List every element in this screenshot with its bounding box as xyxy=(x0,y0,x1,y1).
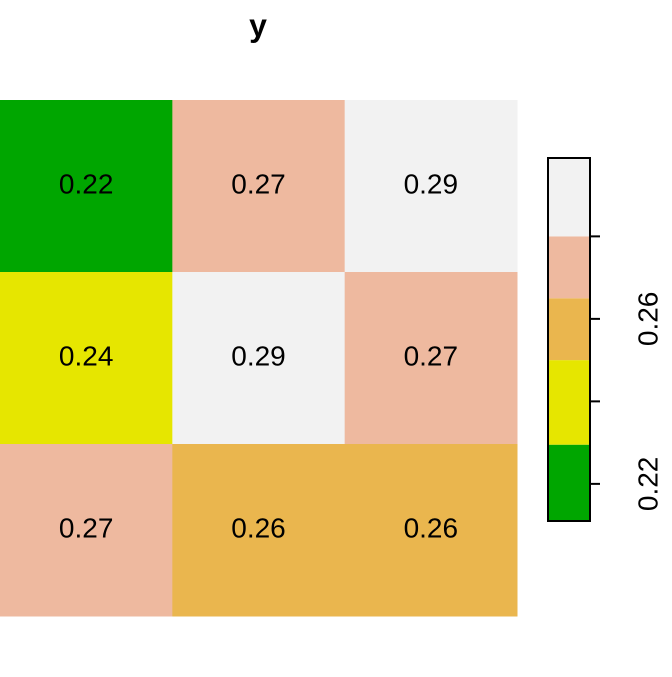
cell-label: 0.22 xyxy=(59,168,114,199)
legend-bin xyxy=(548,236,590,299)
cell xyxy=(344,100,518,273)
chart-title: y xyxy=(249,7,267,43)
cell-label: 0.24 xyxy=(59,340,114,371)
cell xyxy=(172,444,346,617)
legend-bin xyxy=(548,298,590,361)
cell xyxy=(0,272,173,445)
cell xyxy=(344,272,518,445)
legend-tick-label: 0.22 xyxy=(632,457,663,512)
cell-label: 0.26 xyxy=(404,512,459,543)
cell-label: 0.27 xyxy=(231,168,286,199)
legend-frame xyxy=(547,157,591,522)
legend-bin xyxy=(548,360,590,445)
legend-bin xyxy=(548,444,590,521)
legend-bin xyxy=(548,158,590,237)
cell xyxy=(172,272,346,445)
cell xyxy=(0,444,173,617)
cell xyxy=(172,100,346,273)
cell xyxy=(0,100,173,273)
cell-label: 0.29 xyxy=(404,168,459,199)
cell-label: 0.27 xyxy=(59,512,114,543)
cell-label: 0.27 xyxy=(404,340,459,371)
legend-tick-label: 0.26 xyxy=(632,292,663,347)
cell xyxy=(344,444,518,617)
cell-label: 0.26 xyxy=(231,512,286,543)
cell-label: 0.29 xyxy=(231,340,286,371)
